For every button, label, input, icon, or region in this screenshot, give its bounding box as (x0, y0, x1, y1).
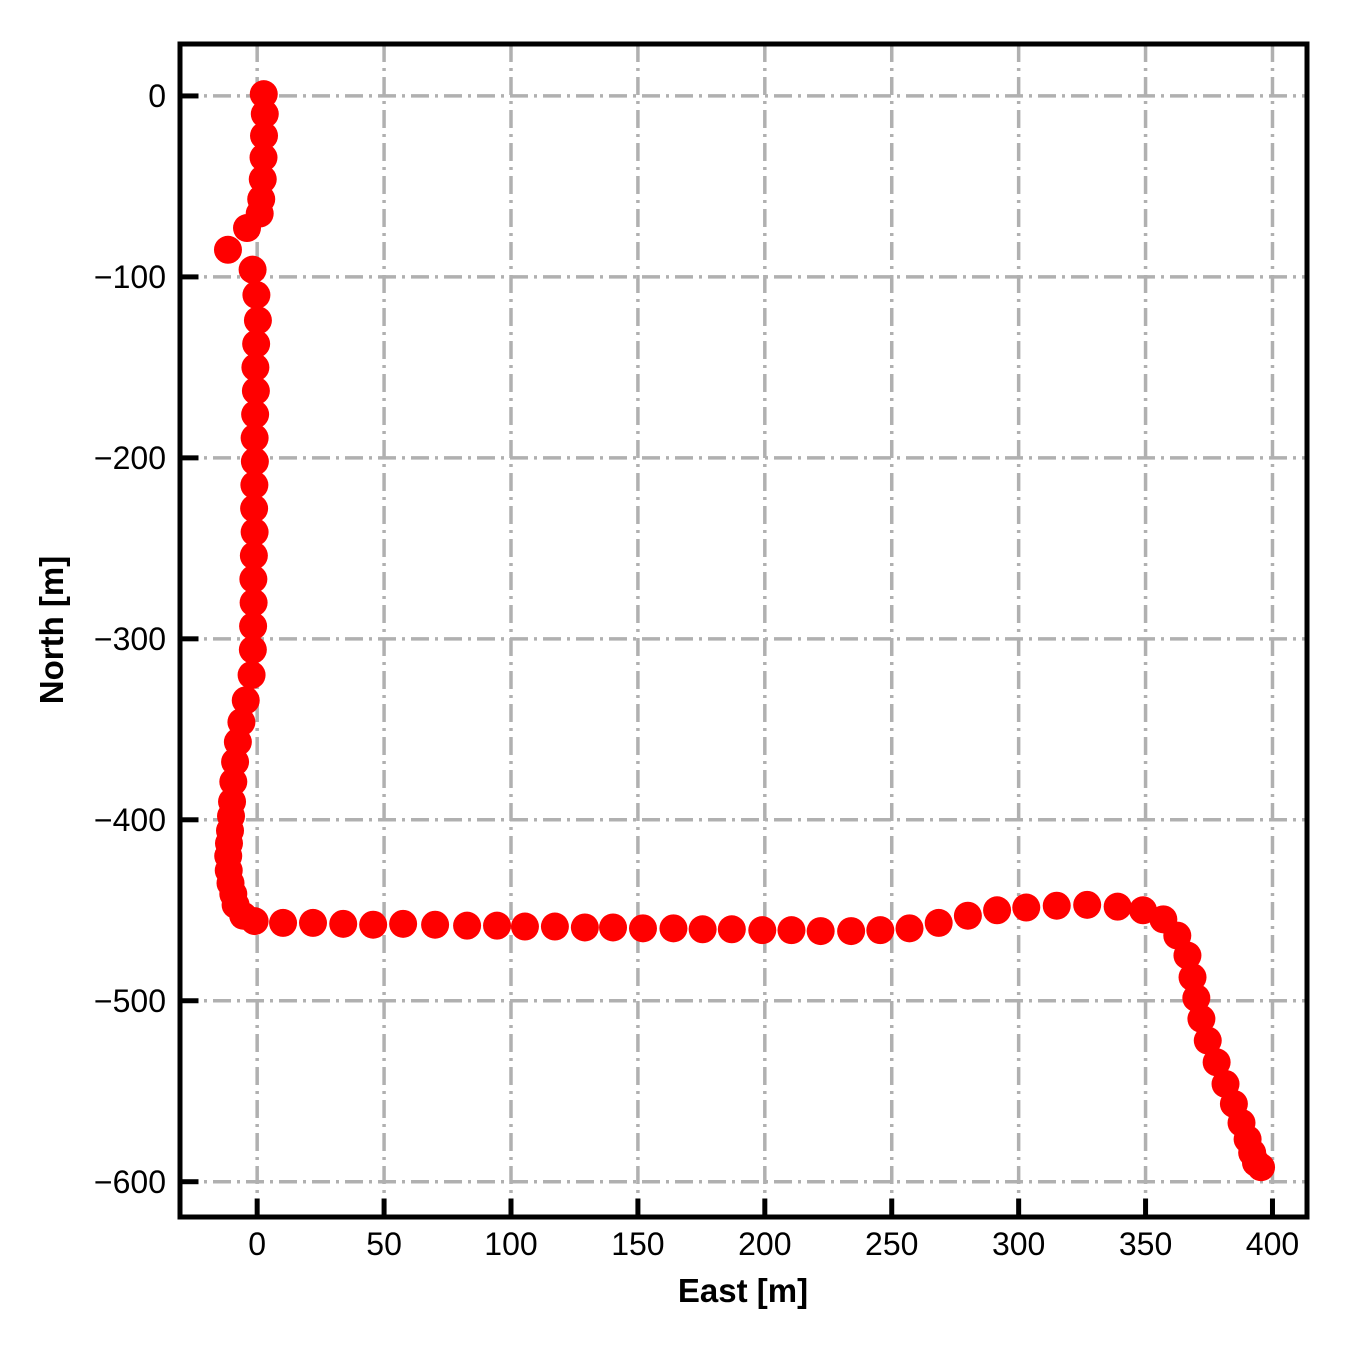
data-point (983, 896, 1012, 925)
data-point (1202, 1048, 1231, 1077)
data-point (240, 423, 269, 452)
data-point (1178, 963, 1207, 992)
data-point (1173, 941, 1202, 970)
data-point (777, 916, 806, 945)
y-tick-label: −200 (93, 439, 166, 476)
data-point (240, 447, 269, 476)
data-point (269, 908, 298, 937)
y-tick-label: 0 (148, 77, 166, 114)
data-point (241, 353, 270, 382)
data-point (250, 100, 279, 129)
x-tick-label: 150 (611, 1226, 665, 1262)
data-point (806, 917, 835, 946)
data-point (837, 917, 866, 946)
data-point (238, 635, 267, 664)
data-point (242, 329, 271, 358)
data-point (1103, 892, 1132, 921)
data-point (389, 909, 418, 938)
data-point (510, 912, 539, 941)
data-point (219, 767, 248, 796)
data-point (483, 911, 512, 940)
data-point (540, 912, 569, 941)
data-point (359, 910, 388, 939)
data-point (239, 588, 268, 617)
data-point (242, 280, 271, 309)
x-tick-label: 300 (991, 1226, 1046, 1262)
data-point (248, 165, 277, 194)
data-point (237, 661, 266, 690)
data-point (688, 915, 717, 944)
data-point (329, 909, 358, 938)
data-point (1042, 891, 1071, 920)
x-tick-label: 350 (1118, 1226, 1173, 1262)
data-point (243, 306, 272, 335)
data-point (233, 214, 262, 243)
x-tick-label: 0 (248, 1226, 267, 1262)
data-point (924, 908, 953, 937)
data-point (453, 911, 482, 940)
data-point (241, 376, 270, 405)
x-tick-label: 400 (1245, 1226, 1300, 1262)
data-point (240, 907, 269, 936)
data-point (570, 913, 599, 942)
data-point (231, 686, 260, 715)
data-point (1073, 890, 1102, 919)
x-axis-label: East [m] (677, 1272, 809, 1309)
y-tick-label: −300 (93, 620, 166, 657)
data-point (250, 121, 279, 150)
y-tick-label: −600 (93, 1163, 166, 1200)
data-point (240, 471, 269, 500)
data-point (953, 901, 982, 930)
data-point (240, 518, 269, 547)
data-point (299, 908, 328, 937)
data-point (895, 914, 924, 943)
y-tick-label: −500 (93, 982, 166, 1019)
x-tick-label: 250 (865, 1226, 919, 1262)
data-point (239, 612, 268, 641)
data-point (1187, 1004, 1216, 1033)
data-point (249, 143, 278, 172)
data-point (628, 914, 657, 943)
x-tick-label: 200 (738, 1226, 792, 1262)
data-point (599, 913, 628, 942)
data-point (239, 565, 268, 594)
data-point (238, 255, 267, 284)
data-point (241, 400, 270, 429)
plot-border (177, 41, 1310, 1220)
data-point (866, 916, 895, 945)
gridlines (180, 44, 1307, 1217)
trajectory-points (213, 80, 1276, 1182)
x-tick-label: 100 (484, 1226, 538, 1262)
data-point (748, 916, 777, 945)
y-axis-label: North [m] (33, 555, 70, 705)
data-point (421, 910, 450, 939)
data-point (659, 914, 688, 943)
data-point (1012, 893, 1041, 922)
x-tick-label: 50 (366, 1226, 402, 1262)
y-tick-label: −100 (93, 258, 166, 295)
data-point (213, 235, 242, 264)
data-point (240, 494, 269, 523)
y-tick-label: −400 (93, 801, 166, 838)
data-point (249, 80, 278, 109)
data-point (1193, 1026, 1222, 1055)
data-point (239, 541, 268, 570)
axis-ticks (182, 93, 1275, 1215)
data-point (717, 915, 746, 944)
data-point (1247, 1153, 1276, 1182)
